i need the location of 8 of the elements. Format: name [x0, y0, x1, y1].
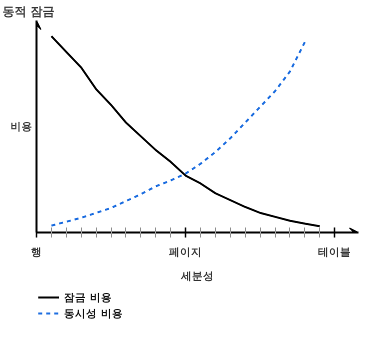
x-tick-label: 페이지: [169, 246, 202, 258]
y-axis-title: 비용: [10, 120, 32, 133]
x-axis-title: 세분성: [180, 270, 214, 282]
chart-title: 동적 잠금: [2, 4, 55, 18]
legend-label: 잠금 비용: [64, 291, 112, 304]
legend-label: 동시성 비용: [64, 307, 123, 320]
x-tick-label: 행: [31, 246, 42, 258]
x-tick-label: 테이블: [318, 246, 352, 258]
